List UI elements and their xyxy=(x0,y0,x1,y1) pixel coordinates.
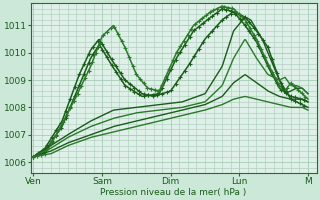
X-axis label: Pression niveau de la mer( hPa ): Pression niveau de la mer( hPa ) xyxy=(100,188,247,197)
